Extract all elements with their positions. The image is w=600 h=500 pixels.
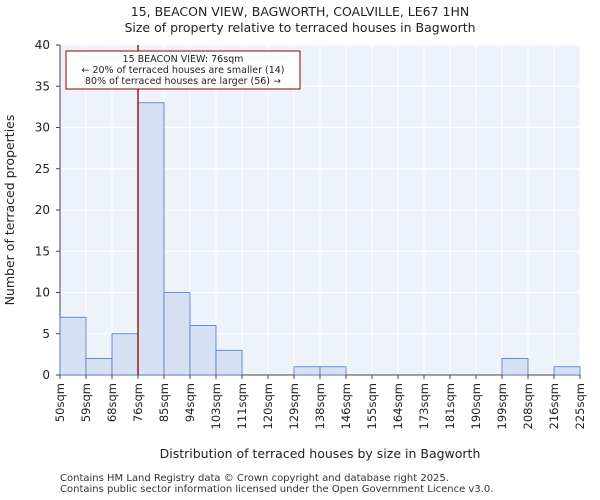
x-tick-label: 225sqm (573, 383, 587, 429)
x-tick-label: 103sqm (209, 383, 223, 429)
y-tick-label: 15 (35, 244, 50, 258)
x-tick-label: 146sqm (339, 383, 353, 429)
x-tick-label: 155sqm (365, 383, 379, 429)
x-tick-label: 190sqm (469, 383, 483, 429)
x-tick-label: 120sqm (261, 383, 275, 429)
x-tick-label: 59sqm (79, 383, 93, 422)
annotation-line-2: ← 20% of terraced houses are smaller (14… (81, 65, 284, 76)
bar (215, 349, 243, 376)
x-tick-label: 76sqm (131, 383, 145, 422)
bar (111, 333, 139, 376)
annotation-box: 15 BEACON VIEW: 76sqm ← 20% of terraced … (65, 50, 301, 90)
x-axis-ticks: 50sqm 59sqm 68sqm 76sqm 85sqm 94sqm 103sqm 111s… (53, 375, 587, 429)
x-tick-label: 111sqm (235, 383, 249, 429)
y-tick-label: 10 (35, 286, 50, 300)
x-tick-label: 181sqm (443, 383, 457, 429)
y-tick-label: 40 (35, 38, 50, 52)
annotation-line-1: 15 BEACON VIEW: 76sqm (123, 54, 244, 65)
x-tick-label: 199sqm (495, 383, 509, 429)
x-tick-label: 173sqm (417, 383, 431, 429)
bar (137, 102, 165, 376)
y-tick-label: 0 (42, 368, 50, 382)
y-axis-label: Number of terraced properties (2, 115, 17, 306)
bar (163, 292, 191, 376)
y-tick-label: 20 (35, 203, 50, 217)
annotation-border (65, 50, 301, 90)
annotation-line-3: 80% of terraced houses are larger (56) → (85, 76, 281, 87)
y-tick-label: 5 (42, 327, 50, 341)
y-tick-label: 35 (35, 79, 50, 93)
x-tick-label: 208sqm (521, 383, 535, 429)
x-tick-label: 129sqm (287, 383, 301, 429)
x-tick-label: 68sqm (105, 383, 119, 422)
bar (59, 316, 87, 376)
bar (553, 366, 581, 376)
chart-title: 15, BEACON VIEW, BAGWORTH, COALVILLE, LE… (130, 4, 470, 19)
x-tick-label: 94sqm (183, 383, 197, 422)
x-axis-label: Distribution of terraced houses by size … (160, 446, 481, 461)
bar (319, 366, 347, 376)
x-tick-label: 216sqm (547, 383, 561, 429)
bar (189, 325, 217, 376)
x-tick-label: 85sqm (157, 383, 171, 422)
footer-licence: Contains public sector information licen… (60, 484, 494, 495)
x-tick-label: 50sqm (53, 383, 67, 422)
y-axis-ticks: 0 5 10 15 20 25 30 35 40 (35, 38, 60, 382)
bar (293, 366, 321, 376)
bar (501, 358, 529, 376)
chart-subtitle: Size of property relative to terraced ho… (124, 20, 476, 35)
x-tick-label: 164sqm (391, 383, 405, 429)
y-tick-label: 25 (35, 162, 50, 176)
bars (59, 102, 581, 376)
footer-copyright: Contains HM Land Registry data © Crown c… (60, 473, 449, 484)
bar (85, 358, 113, 376)
x-tick-label: 138sqm (313, 383, 327, 429)
y-tick-label: 30 (35, 121, 50, 135)
